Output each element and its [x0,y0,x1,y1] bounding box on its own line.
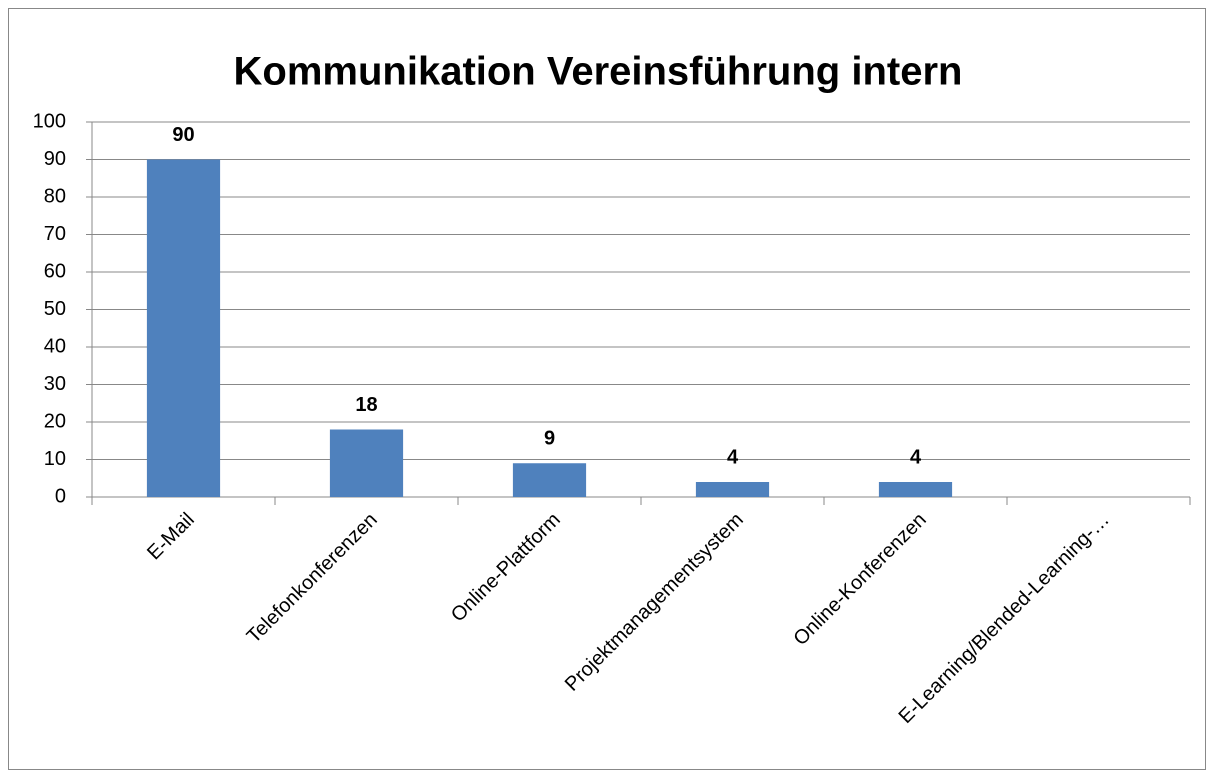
y-tick-label: 40 [44,335,66,357]
y-tick-label: 30 [44,373,66,395]
y-tick-label: 70 [44,223,66,245]
y-tick-label: 50 [44,298,66,320]
data-label: 18 [355,394,377,416]
y-tick-label: 90 [44,148,66,170]
data-label: 9 [544,428,555,450]
bar [512,463,587,497]
chart-title: Kommunikation Vereinsführung intern [234,50,963,94]
bar [329,429,404,497]
y-tick-label: 10 [44,448,66,470]
y-tick-label: 100 [33,110,66,132]
data-label: 90 [172,124,194,146]
bar [695,482,770,497]
bar [878,482,953,497]
data-label: 4 [727,446,739,468]
y-tick-label: 80 [44,185,66,207]
data-label: 4 [910,446,922,468]
y-tick-label: 60 [44,260,66,282]
y-tick-label: 20 [44,410,66,432]
y-tick-label: 0 [55,485,66,507]
bar [146,159,221,497]
